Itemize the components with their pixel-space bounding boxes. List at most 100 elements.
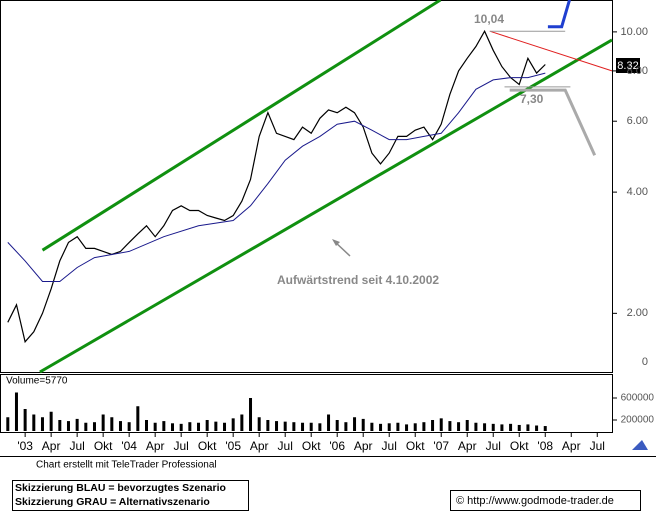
logo-icon [632,440,648,450]
volume-bar [309,422,313,431]
y-tick-label: 2.00 [627,307,648,319]
x-tick-label: '04 [121,439,137,453]
volume-frame [0,374,613,433]
y-tick-label: 8.00 [627,65,648,77]
volume-bar [32,414,36,431]
volume-bar [14,392,18,431]
volume-bar [535,425,539,431]
legend-line: Skizzierung GRAU = Alternativszenario [15,496,210,508]
volume-bar [379,423,383,431]
volume-label: Volume=5770 [6,376,68,387]
volume-bar [327,414,331,431]
volume-bar [257,417,261,431]
volume-bar [110,417,114,431]
x-tick-label: Okt [510,439,529,453]
volume-bar [231,418,235,431]
volume-bar [58,419,62,431]
volume-bar [101,414,105,431]
copyright: © http://www.godmode-trader.de [456,495,614,507]
volume-bar [500,424,504,431]
volume-bar [439,418,443,431]
volume-bar [353,417,357,431]
volume-bar [361,418,365,431]
volume-bar [240,414,244,431]
x-tick-label: Apr [146,439,165,453]
volume-bar [162,421,166,431]
price-frame [0,0,613,373]
volume-bar [292,422,296,431]
volume-bar [457,422,461,431]
x-tick-label: Apr [42,439,61,453]
x-tick-label: Apr [354,439,373,453]
volume-bar [275,421,279,431]
volume-bar [448,421,452,431]
x-tick-label: Apr [458,439,477,453]
x-tick-label: Jul [590,439,605,453]
series-line [39,38,613,374]
volume-bar [474,422,478,431]
volume-bar [205,419,209,431]
volume-bar [171,423,175,431]
volume-bar [526,424,530,431]
volume-bar [118,421,122,431]
volume-bar [413,423,417,431]
volume-bar [188,422,192,431]
volume-bar [249,397,253,431]
series-line [489,30,613,72]
volume-bar [40,417,44,431]
volume-bar [75,418,79,431]
copyright-box [450,490,641,511]
y-tick-label: 600000 [621,393,655,404]
x-tick-label: Jul [278,439,293,453]
x-tick-label: '08 [537,439,553,453]
y-tick-label: 4.00 [627,186,648,198]
x-tick-label: '05 [225,439,241,453]
volume-bar [266,419,270,431]
volume-bar [49,411,53,431]
volume-bar [197,422,201,431]
x-tick-label: '06 [329,439,345,453]
series-line [547,0,571,29]
last-price-box [616,58,640,73]
x-tick-label: Okt [198,439,217,453]
x-tick-label: Apr [562,439,581,453]
volume-bar [318,423,322,431]
volume-bar [301,422,305,431]
y-tick-label: 200000 [621,415,655,426]
y-tick-label: 10.00 [620,26,648,38]
high-annotation: 10,04 [474,12,504,26]
x-tick-label: Apr [250,439,269,453]
volume-bar [465,419,469,431]
volume-bar [483,423,487,431]
legend-box [12,480,249,511]
volume-bar [335,419,339,431]
x-tick-label: Jul [174,439,189,453]
x-tick-label: Jul [382,439,397,453]
volume-bar [136,406,140,431]
legend-line: Skizzierung BLAU = bevorzugtes Szenario [15,482,226,494]
series-line [41,0,442,252]
x-tick-label: Jul [69,439,84,453]
volume-bar [422,422,426,431]
volume-bar [6,417,10,431]
y-tick-label: 6.00 [627,115,648,127]
volume-bar [491,423,495,431]
volume-bar [66,421,70,431]
volume-bar [144,419,148,431]
volume-bar [509,423,513,431]
volume-bar [396,422,400,431]
zero-label: 0 [642,356,648,368]
volume-bar [387,423,391,431]
volume-bar [179,423,183,431]
low-annotation: 7,30 [520,92,544,106]
volume-bar [223,422,227,431]
volume-bar [431,419,435,431]
volume-bar [92,422,96,431]
x-tick-label: Okt [94,439,113,453]
volume-bar [517,424,521,431]
series-line [509,88,597,156]
series-line [7,72,546,282]
x-tick-label: '07 [433,439,449,453]
volume-bar [153,422,157,431]
